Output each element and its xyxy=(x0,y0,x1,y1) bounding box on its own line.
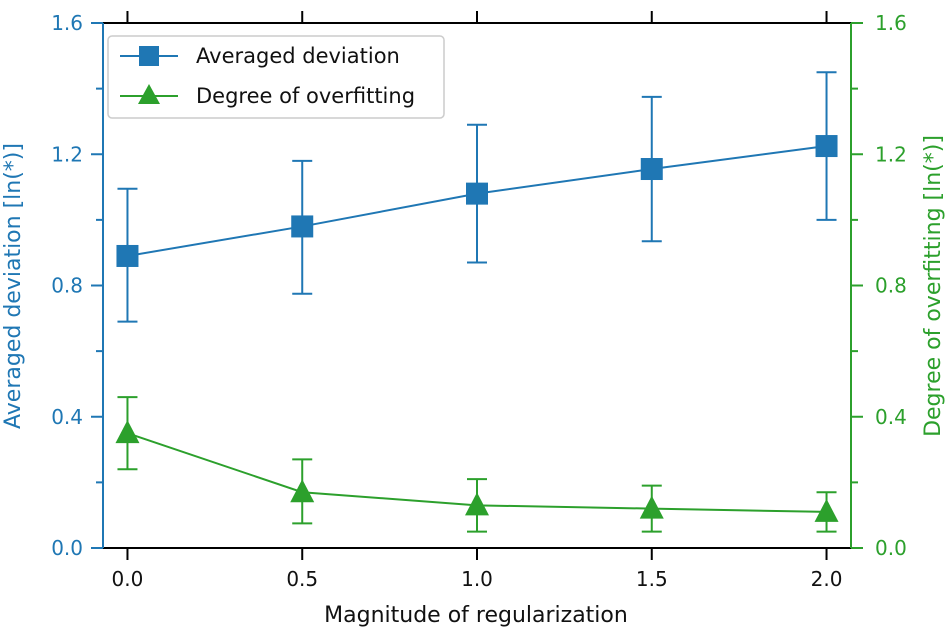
axes-layer: 0.0 0.5 1.0 1.5 2.0 0.0 0.4 0.8 1.2 1.6 0.0 0.4 0.8 1… xyxy=(51,11,907,591)
averaged-deviation-point xyxy=(116,244,139,267)
legend-marker-averaged-deviation xyxy=(139,46,159,66)
right-y-axis-label: Degree of overfitting [ln(*)] xyxy=(921,135,946,437)
left-y-tick-label: 0.4 xyxy=(51,405,83,429)
legend-label-averaged-deviation: Averaged deviation xyxy=(196,44,400,68)
averaged-deviation-point xyxy=(640,158,663,181)
right-y-tick-label: 0.4 xyxy=(875,405,907,429)
right-y-tick-label: 0.8 xyxy=(875,274,907,298)
x-tick-label: 1.0 xyxy=(461,567,493,591)
x-tick-label: 0.5 xyxy=(286,567,318,591)
legend-label-degree-of-overfitting: Degree of overfitting xyxy=(196,84,415,108)
degree-of-overfitting-point xyxy=(814,498,839,522)
legend-marker-degree-of-overfitting xyxy=(138,84,160,104)
left-y-axis-label: Averaged deviation [ln(*)] xyxy=(1,143,26,429)
x-tick-label: 2.0 xyxy=(811,567,843,591)
x-tick-label: 1.5 xyxy=(636,567,668,591)
averaged-deviation-point xyxy=(815,135,838,158)
right-y-tick-label: 0.0 xyxy=(875,536,907,560)
degree-of-overfitting-point xyxy=(115,420,140,444)
x-tick-label: 0.0 xyxy=(112,567,144,591)
plot-layer xyxy=(115,71,839,533)
degree-of-overfitting-point xyxy=(465,492,489,516)
legend-box xyxy=(107,35,445,119)
degree-of-overfitting-point xyxy=(290,479,315,503)
left-y-tick-label: 0.8 xyxy=(51,274,83,298)
right-y-tick-label: 1.6 xyxy=(875,11,907,35)
left-y-tick-label: 0.0 xyxy=(51,536,83,560)
right-y-tick-label: 1.2 xyxy=(875,142,907,166)
left-y-tick-label: 1.2 xyxy=(51,142,83,166)
averaged-deviation-point xyxy=(466,182,488,205)
degree-of-overfitting-point xyxy=(639,495,664,519)
legend: Averaged deviation Degree of overfitting xyxy=(107,35,445,119)
averaged-deviation-point xyxy=(291,215,314,238)
x-axis-label: Magnitude of regularization xyxy=(324,603,628,628)
left-y-tick-label: 1.6 xyxy=(51,11,83,35)
